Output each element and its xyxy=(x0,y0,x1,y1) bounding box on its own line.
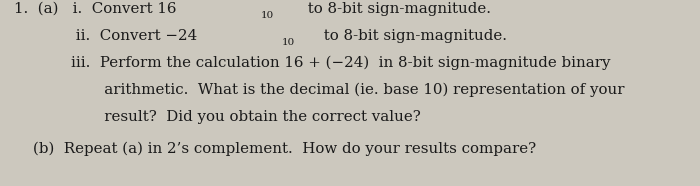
Text: ii.  Convert −24: ii. Convert −24 xyxy=(14,29,197,43)
Text: arithmetic.  What is the decimal (ie. base 10) representation of your: arithmetic. What is the decimal (ie. bas… xyxy=(14,83,624,97)
Text: 10: 10 xyxy=(261,11,274,20)
Text: to 8-bit sign-magnitude.: to 8-bit sign-magnitude. xyxy=(303,2,491,16)
Text: 1.  (a)   i.  Convert 16: 1. (a) i. Convert 16 xyxy=(14,2,176,16)
Text: iii.  Perform the calculation 16 + (−24)  in 8-bit sign-magnitude binary: iii. Perform the calculation 16 + (−24) … xyxy=(14,56,610,70)
Text: to 8-bit sign-magnitude.: to 8-bit sign-magnitude. xyxy=(319,29,507,43)
Text: result?  Did you obtain the correct value?: result? Did you obtain the correct value… xyxy=(14,110,421,124)
Text: 10: 10 xyxy=(281,38,295,47)
Text: (b)  Repeat (a) in 2’s complement.  How do your results compare?: (b) Repeat (a) in 2’s complement. How do… xyxy=(14,142,536,156)
